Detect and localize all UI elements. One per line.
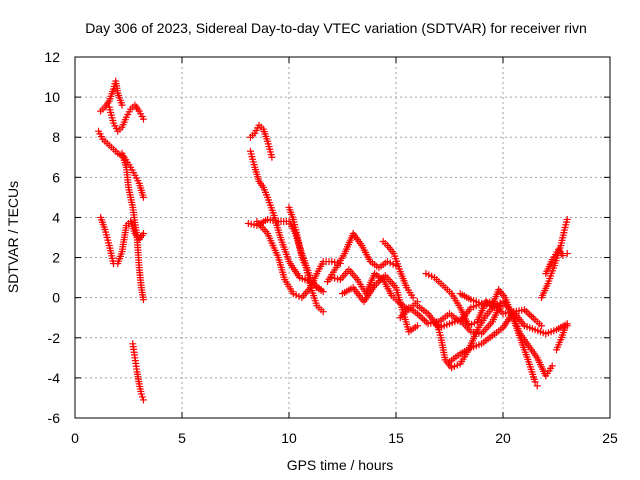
data-point — [548, 362, 556, 370]
interp-point — [419, 315, 427, 323]
data-point — [531, 378, 539, 386]
data-point — [139, 229, 147, 237]
series-track-10 — [253, 217, 344, 302]
interp-point — [529, 314, 537, 322]
data-point — [139, 115, 147, 123]
interp-point — [422, 318, 430, 326]
series-track-18 — [422, 270, 507, 330]
data-point — [563, 322, 571, 330]
interp-point — [526, 311, 534, 319]
series-track-15 — [379, 238, 417, 302]
series-track-23 — [542, 246, 571, 278]
data-point — [563, 215, 571, 223]
series-track-24 — [553, 322, 571, 354]
interp-point — [372, 280, 380, 288]
interp-point — [417, 313, 425, 321]
interp-point — [528, 312, 536, 320]
x-tick-label: 20 — [495, 430, 511, 446]
series-track-7 — [246, 121, 276, 161]
y-tick-label: 0 — [52, 290, 60, 306]
data-point — [563, 250, 571, 258]
y-tick-label: 12 — [44, 49, 60, 65]
interp-point — [138, 393, 146, 401]
data-point — [538, 322, 546, 330]
chart-title: Day 306 of 2023, Sidereal Day-to-day VTE… — [85, 20, 587, 36]
data-point — [409, 294, 417, 302]
x-tick-label: 0 — [71, 430, 79, 446]
data-point — [268, 153, 276, 161]
y-tick-label: 8 — [52, 129, 60, 145]
data-point — [413, 322, 421, 330]
y-tick-label: 2 — [52, 250, 60, 266]
series-track-3 — [105, 101, 147, 135]
series-track-11 — [285, 203, 327, 316]
data-points — [95, 77, 571, 404]
data-point — [533, 382, 541, 390]
data-point — [139, 396, 147, 404]
data-point — [118, 101, 126, 109]
data-point — [139, 296, 147, 304]
series-track-1 — [97, 77, 126, 115]
x-tick-label: 25 — [602, 430, 618, 446]
data-point — [319, 308, 327, 316]
series-track-6 — [129, 340, 147, 404]
y-tick-label: 4 — [52, 209, 60, 225]
series-track-5 — [97, 213, 147, 268]
series-track-14 — [339, 272, 421, 336]
y-tick-label: 10 — [44, 89, 60, 105]
series-track-4 — [118, 149, 147, 304]
interp-point — [421, 316, 429, 324]
interp-point — [415, 311, 423, 319]
y-tick-label: -6 — [48, 410, 61, 426]
series-track-12 — [324, 229, 400, 286]
interp-point — [522, 307, 530, 315]
x-tick-label: 15 — [388, 430, 404, 446]
interp-point — [524, 309, 532, 317]
y-tick-label: -2 — [48, 330, 61, 346]
data-point — [139, 193, 147, 201]
y-axis-label: SDTVAR / TECUs — [5, 181, 21, 293]
y-tick-label: 6 — [52, 169, 60, 185]
plot-frame — [74, 56, 611, 419]
y-tick-label: -4 — [48, 370, 61, 386]
series-track-20 — [456, 286, 541, 390]
data-point — [319, 288, 327, 296]
x-axis-label: GPS time / hours — [287, 457, 394, 473]
series-track-2 — [95, 127, 147, 201]
data-point — [559, 252, 567, 260]
x-tick-label: 5 — [178, 430, 186, 446]
data-point — [137, 390, 145, 398]
series-track-22 — [538, 215, 571, 302]
axis-ticks: 0 5 10 15 20 25 -6 -4 -2 0 2 4 6 8 10 12 — [44, 49, 618, 446]
series-track-21 — [446, 306, 546, 366]
x-tick-label: 10 — [281, 430, 297, 446]
